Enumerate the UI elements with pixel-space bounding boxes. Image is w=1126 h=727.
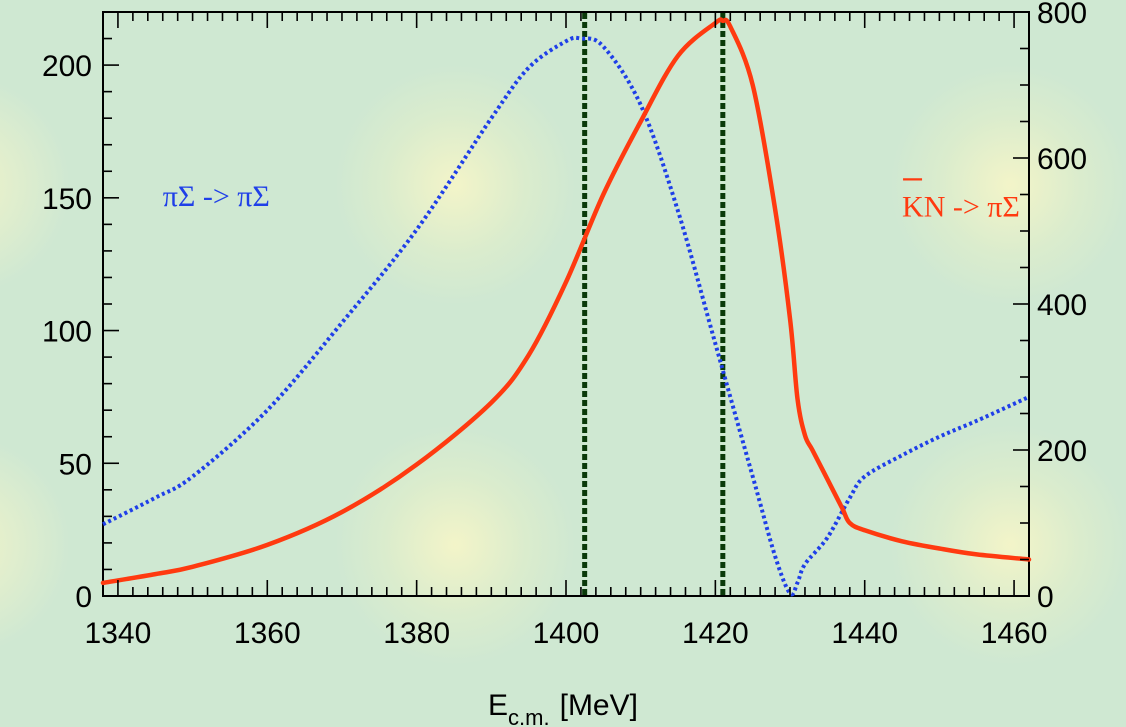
series-line-kbarn-pisigma [100,17,1032,586]
plot-frame [102,11,1030,597]
x-tick-label: 1460 [981,617,1048,650]
series-line-pisigma-pisigma [102,35,1030,597]
series-annotation-2: KN -> πΣ [902,190,1020,223]
plot-border [102,11,1030,597]
y-right-tick-label: 600 [1037,143,1087,176]
y-right-tick-label: 0 [1037,581,1054,614]
x-tick-label: 1440 [831,617,898,650]
y-left-tick-label: 100 [42,316,92,349]
x-axis-title-sub: c.m. [508,705,550,727]
x-tick-label: 1420 [682,617,749,650]
x-axis-title-main: E [488,689,508,722]
y-right-tick-label: 800 [1037,0,1087,30]
series-annotation-1: πΣ -> πΣ [163,180,270,213]
axis-tick-labels: 1340 1360 1380 1400 1420 1440 1460050100150200… [42,0,1087,650]
x-tick-label: 1400 [533,617,600,650]
series-layer [100,17,1032,597]
x-axis-title: Ec.m. [MeV] [488,689,638,727]
x-tick-label: 1360 [234,617,301,650]
y-left-tick-label: 200 [42,50,92,83]
y-left-tick-label: 50 [59,448,92,481]
x-tick-label: 1340 [85,617,152,650]
y-left-tick-label: 150 [42,183,92,216]
y-right-tick-label: 400 [1037,289,1087,322]
x-axis-title-unit: [MeV] [560,689,638,722]
y-left-tick-label: 0 [75,581,92,614]
x-tick-label: 1380 [383,617,450,650]
y-right-tick-label: 200 [1037,435,1087,468]
vertical-markers [582,13,726,595]
series-annotations: πΣ -> πΣ KN -> πΣ [163,178,1020,223]
axis-ticks [102,11,1030,597]
